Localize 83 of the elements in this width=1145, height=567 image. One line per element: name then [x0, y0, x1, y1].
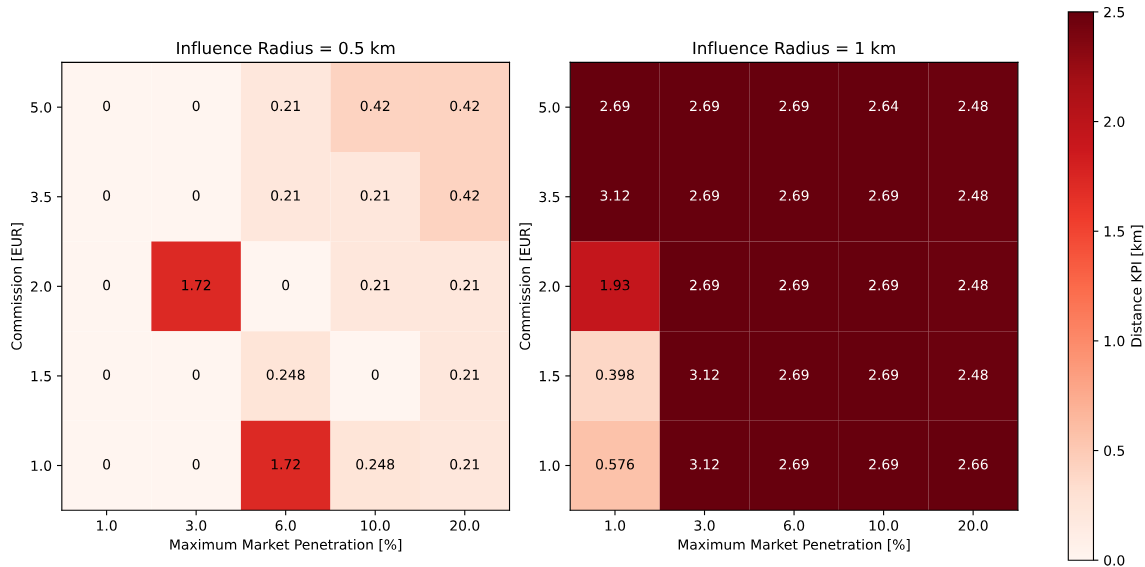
- data-label: 0.248: [266, 369, 305, 380]
- data-label: 2.48: [958, 100, 988, 112]
- data-label: 0.42: [360, 100, 390, 112]
- y-tick-label: 3.5: [31, 191, 51, 203]
- x-axis-title: Maximum Market Penetration [%]: [170, 539, 402, 552]
- data-label: 0: [282, 279, 290, 291]
- y-tick-label: 1.0: [31, 460, 52, 471]
- color-bar-label: 0.5: [1104, 445, 1125, 457]
- data-label: 0.42: [450, 100, 479, 112]
- data-label: 0.21: [450, 459, 479, 470]
- color-bar-title: Distance KPI [km]: [1130, 225, 1144, 347]
- chart-title: Influence Radius = 0.5 km: [177, 41, 395, 55]
- data-label: 1.72: [182, 279, 211, 291]
- data-label: 3.12: [690, 369, 719, 380]
- data-label: 2.69: [600, 100, 630, 112]
- data-label: 2.48: [958, 369, 988, 380]
- data-label: 1.72: [271, 459, 300, 470]
- y-tick-label: 1.0: [539, 460, 560, 471]
- data-label: 2.69: [869, 279, 899, 291]
- y-axis-title: Commission [EUR]: [519, 223, 532, 350]
- data-label: 3.12: [690, 459, 719, 470]
- data-label: 0.42: [450, 190, 479, 201]
- x-tick-label: 10.0: [869, 520, 899, 531]
- data-label: 2.69: [779, 459, 809, 470]
- x-tick-label: 1.0: [605, 520, 626, 531]
- data-label: 0.21: [360, 190, 390, 201]
- color-bar-label: 1.0: [1104, 335, 1125, 347]
- data-label: 0: [192, 369, 200, 380]
- data-label: 0: [103, 279, 111, 291]
- x-tick-label: 1.0: [97, 520, 117, 531]
- data-label: 0: [192, 100, 200, 112]
- data-label: 2.66: [958, 459, 988, 470]
- color-bar-label: 2.0: [1104, 116, 1125, 128]
- x-tick-label: 20.0: [958, 520, 988, 531]
- data-label: 2.69: [779, 190, 809, 201]
- data-label: 0.21: [271, 190, 300, 201]
- x-tick-label: 3.0: [186, 520, 207, 531]
- data-label: 0: [371, 369, 379, 380]
- color-bar-label: 2.5: [1104, 6, 1125, 18]
- data-label: 0: [103, 369, 111, 380]
- color-bar-label: 1.5: [1104, 226, 1125, 237]
- data-label: 2.69: [779, 279, 809, 291]
- y-tick-label: 1.5: [539, 371, 560, 382]
- data-label: 2.69: [779, 369, 809, 380]
- chart-title: Influence Radius = 1 km: [693, 41, 895, 55]
- data-label: 2.69: [869, 190, 899, 201]
- x-tick-label: 6.0: [783, 520, 805, 531]
- x-tick-label: 6.0: [275, 520, 296, 531]
- y-tick-label: 2.0: [31, 281, 52, 292]
- y-tick-label: 5.0: [539, 102, 560, 113]
- data-label: 0.398: [596, 369, 634, 380]
- data-label: 2.64: [869, 100, 899, 112]
- data-label: 0.21: [450, 279, 479, 291]
- data-label: 2.48: [958, 279, 988, 291]
- x-tick-label: 3.0: [694, 520, 715, 531]
- x-tick-label: 20.0: [450, 520, 480, 531]
- y-tick-label: 1.5: [31, 371, 51, 382]
- data-label: 2.48: [958, 190, 988, 201]
- data-label: 1.93: [601, 279, 630, 291]
- data-label: 2.69: [869, 369, 899, 380]
- data-label: 0: [103, 100, 111, 112]
- data-label: 2.69: [869, 459, 899, 470]
- data-label: 0: [103, 190, 111, 201]
- y-tick-label: 5.0: [31, 102, 52, 113]
- data-label: 2.69: [690, 190, 719, 201]
- x-axis-title: Maximum Market Penetration [%]: [678, 539, 910, 552]
- data-label: 0.21: [450, 369, 479, 380]
- data-label: 2.69: [779, 100, 809, 112]
- y-axis-title: Commission [EUR]: [11, 223, 24, 350]
- data-label: 0.576: [596, 459, 634, 470]
- data-label: 3.12: [600, 190, 630, 201]
- data-label: 0: [103, 459, 111, 470]
- data-label: 2.69: [690, 279, 719, 291]
- data-label: 0.248: [356, 459, 395, 470]
- x-tick-label: 10.0: [361, 520, 390, 531]
- y-tick-label: 2.0: [539, 281, 560, 292]
- data-label: 0: [192, 459, 200, 470]
- data-label: 0.21: [271, 100, 300, 112]
- color-bar-label: 0.0: [1104, 555, 1125, 566]
- data-label: 2.69: [690, 100, 719, 112]
- data-label: 0.21: [360, 279, 390, 291]
- data-label: 0: [192, 190, 200, 201]
- y-tick-label: 3.5: [539, 191, 560, 203]
